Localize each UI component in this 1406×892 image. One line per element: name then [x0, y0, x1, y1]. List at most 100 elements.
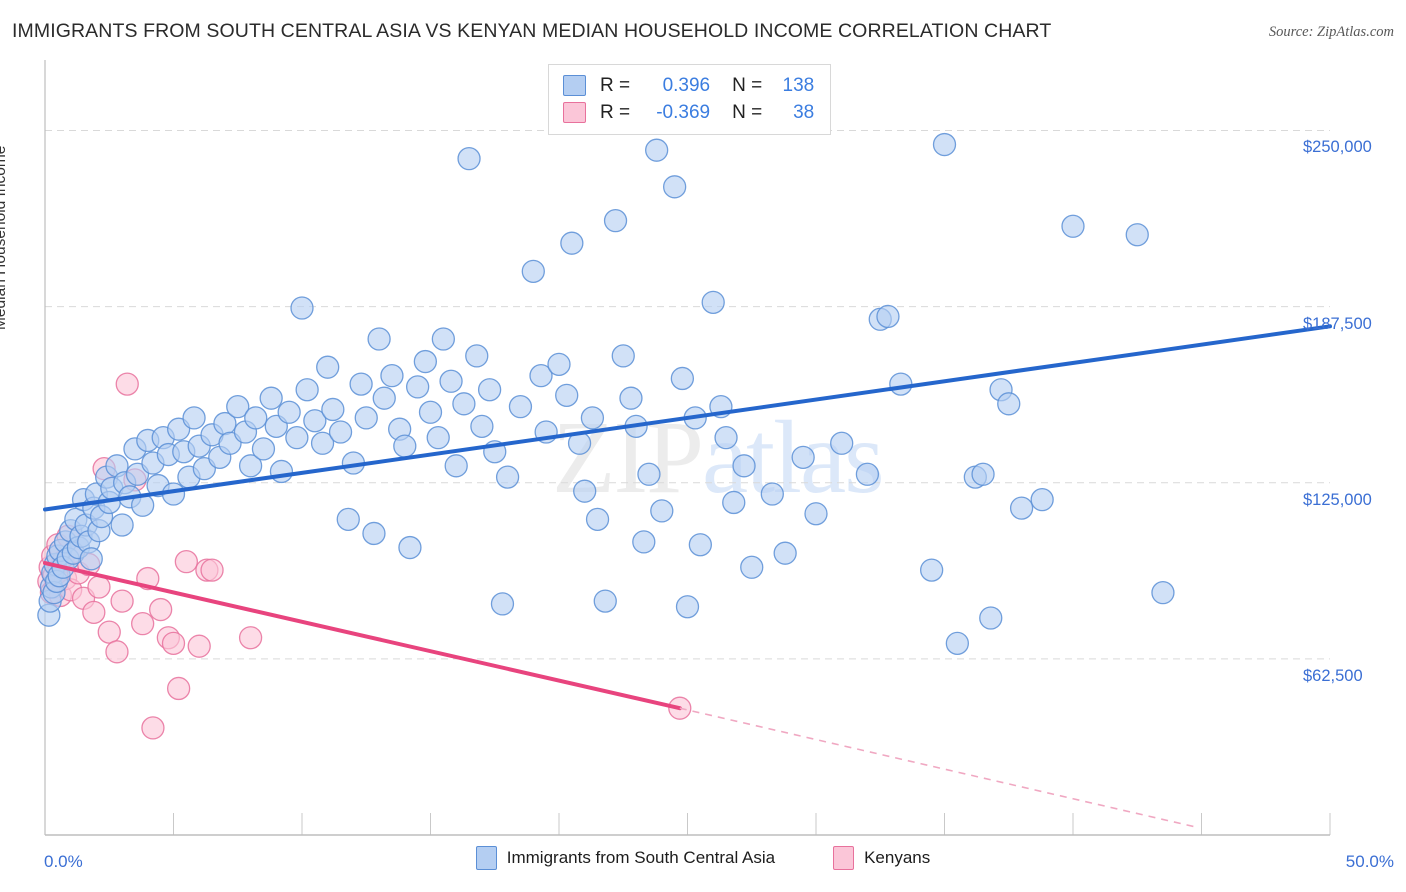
data-point	[670, 366, 695, 391]
data-point	[141, 716, 165, 740]
r-value-blue: 0.396	[662, 74, 711, 96]
data-point	[161, 631, 186, 656]
data-point	[316, 355, 340, 379]
data-point	[413, 349, 438, 374]
data-point	[431, 327, 456, 351]
r-label-blue: R =	[600, 74, 631, 96]
data-point	[470, 414, 494, 439]
data-point	[174, 549, 199, 574]
data-point	[418, 400, 443, 424]
x-axis-ticks	[44, 813, 1331, 835]
data-point	[722, 490, 746, 515]
data-point	[200, 558, 224, 582]
data-point	[285, 425, 309, 450]
trendlines	[43, 324, 1332, 828]
data-point	[405, 375, 430, 399]
data-point	[251, 437, 276, 461]
data-point	[876, 304, 900, 329]
data-point	[362, 521, 386, 546]
data-point	[529, 363, 553, 388]
data-point	[1061, 214, 1085, 238]
trendline	[43, 561, 682, 711]
data-point	[521, 259, 545, 284]
trendline	[43, 324, 1332, 512]
gridlines	[45, 129, 1330, 660]
stat-row-blue: R = 0.396 N = 138	[563, 72, 814, 99]
y-axis-tick-label: $125,000	[1303, 490, 1372, 509]
data-point	[1151, 580, 1175, 605]
data-point	[675, 595, 700, 619]
n-label-pink: N =	[732, 101, 763, 123]
data-point	[79, 547, 103, 571]
data-point	[547, 352, 571, 377]
data-point	[663, 175, 687, 199]
data-point	[593, 589, 617, 613]
page-title: IMMIGRANTS FROM SOUTH CENTRAL ASIA VS KE…	[12, 20, 1052, 42]
data-point	[290, 296, 314, 320]
data-point	[997, 392, 1021, 416]
stat-row-pink: R = -0.369 N = 38	[563, 99, 814, 126]
data-point	[131, 611, 155, 636]
plot-area	[37, 60, 1332, 836]
series-swatch-pink-icon	[833, 846, 855, 870]
data-point	[477, 378, 502, 402]
data-point	[555, 383, 579, 408]
data-point	[372, 386, 396, 410]
data-point	[398, 535, 422, 560]
data-point	[632, 530, 656, 554]
legend-entry-kenyans[interactable]: Kenyans	[833, 846, 930, 870]
data-point	[110, 589, 134, 613]
data-point	[945, 631, 969, 656]
data-point	[187, 634, 211, 658]
data-point	[105, 640, 129, 664]
data-point	[97, 620, 121, 644]
data-point	[303, 409, 327, 433]
data-point	[573, 479, 597, 503]
data-point	[115, 372, 139, 396]
data-point	[310, 431, 335, 455]
data-point	[465, 344, 489, 368]
n-value-pink: 38	[793, 101, 815, 123]
data-point	[182, 406, 206, 430]
r-value-pink: -0.369	[656, 101, 711, 123]
data-point	[580, 406, 605, 430]
data-point	[295, 378, 319, 402]
data-point	[495, 465, 520, 489]
data-point	[226, 394, 250, 419]
legend-entry-south-central-asia[interactable]: Immigrants from South Central Asia	[475, 846, 776, 870]
data-point	[791, 445, 815, 470]
data-point	[110, 513, 134, 537]
trendline-extension	[679, 707, 1194, 828]
data-point	[732, 454, 756, 478]
data-point	[490, 592, 515, 616]
data-point	[979, 606, 1003, 630]
data-point	[269, 459, 294, 484]
y-axis-tick-label: $187,500	[1303, 314, 1372, 333]
series-swatch-blue-icon	[475, 846, 497, 870]
y-axis-tick-label: $62,500	[1303, 666, 1363, 685]
data-point	[349, 372, 373, 396]
data-point	[971, 462, 995, 486]
series-label-south-central-asia: Immigrants from South Central Asia	[506, 848, 776, 867]
data-point	[244, 406, 268, 430]
n-value-blue: 138	[782, 74, 815, 96]
data-point	[611, 344, 635, 368]
data-point	[830, 431, 854, 455]
data-point	[367, 327, 391, 351]
data-point	[426, 425, 450, 450]
data-point	[82, 600, 106, 625]
data-point	[238, 454, 263, 478]
source-attribution: Source: ZipAtlas.com	[1268, 24, 1394, 40]
data-point	[889, 372, 913, 396]
data-point	[603, 208, 628, 233]
data-point	[259, 386, 283, 410]
data-point	[619, 386, 643, 410]
south-central-asia-points	[37, 132, 1175, 656]
data-point	[238, 626, 263, 650]
series-legend: Immigrants from South Central Asia Kenya…	[0, 846, 1406, 870]
data-point	[444, 454, 468, 478]
axis-lines	[44, 60, 1330, 836]
data-point	[87, 575, 111, 599]
data-point	[688, 533, 712, 557]
